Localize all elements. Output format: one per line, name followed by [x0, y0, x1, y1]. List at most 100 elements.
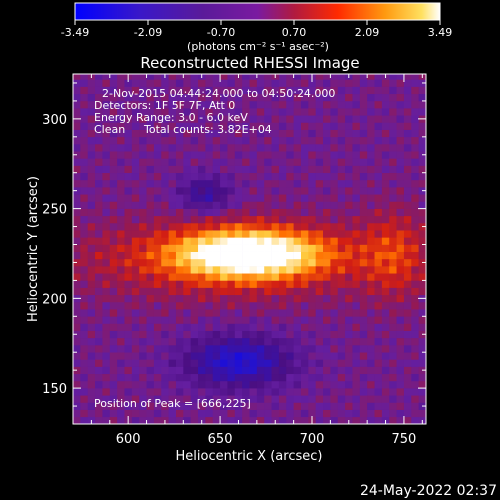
heatmap-cell	[109, 208, 118, 217]
heatmap-cell	[102, 230, 111, 238]
heatmap-cell	[396, 273, 405, 281]
heatmap-cell	[315, 359, 324, 367]
heatmap-cell	[161, 266, 169, 274]
heatmap-cell	[95, 115, 103, 123]
heatmap-cell	[198, 108, 206, 116]
heatmap-cell	[183, 345, 191, 353]
heatmap-cell	[102, 366, 111, 375]
heatmap-cell	[153, 280, 162, 288]
heatmap-cell	[183, 93, 191, 102]
heatmap-cell	[300, 409, 309, 418]
heatmap-cell	[124, 373, 133, 382]
heatmap-cell	[396, 79, 405, 87]
heatmap-cell	[168, 266, 177, 274]
heatmap-cell	[330, 258, 339, 267]
heatmap-cell	[117, 222, 125, 231]
heatmap-cell	[352, 108, 361, 116]
heatmap-cell	[330, 273, 339, 281]
heatmap-cell	[168, 409, 177, 418]
heatmap-cell	[212, 316, 221, 324]
heatmap-cell	[242, 179, 250, 188]
heatmap-cell	[264, 359, 272, 367]
heatmap-cell	[345, 100, 353, 109]
heatmap-cell	[117, 194, 125, 202]
heatmap-cell	[109, 86, 118, 95]
heatmap-cell	[205, 345, 214, 353]
heatmap-cell	[198, 352, 206, 360]
heatmap-cell	[256, 388, 265, 396]
heatmap-cell	[190, 230, 199, 238]
heatmap-cell	[249, 108, 258, 116]
heatmap-cell	[271, 201, 280, 209]
heatmap-cell	[278, 179, 287, 188]
heatmap-cell	[403, 93, 412, 102]
heatmap-cell	[109, 337, 118, 346]
heatmap-cell	[227, 388, 236, 396]
heatmap-cell	[418, 122, 426, 130]
heatmap-cell	[95, 129, 103, 138]
heatmap-cell	[418, 301, 426, 310]
heatmap-cell	[73, 194, 81, 202]
heatmap-cell	[242, 359, 250, 367]
heatmap-cell	[95, 165, 103, 174]
heatmap-cell	[95, 201, 103, 209]
heatmap-cell	[168, 79, 177, 87]
heatmap-cell	[411, 352, 419, 360]
heatmap-cell	[87, 251, 96, 260]
heatmap-cell	[153, 258, 162, 267]
heatmap-cell	[396, 345, 405, 353]
heatmap-cell	[131, 330, 140, 339]
heatmap-cell	[205, 144, 214, 152]
heatmap-cell	[323, 258, 331, 267]
heatmap-cell	[381, 172, 390, 181]
heatmap-cell	[278, 165, 287, 174]
heatmap-cell	[146, 373, 155, 382]
heatmap-cell	[95, 416, 103, 424]
heatmap-cell	[330, 244, 339, 252]
heatmap-cell	[308, 294, 316, 303]
heatmap-cell	[271, 251, 280, 260]
heatmap-cell	[367, 136, 375, 145]
heatmap-cell	[183, 373, 191, 382]
heatmap-cell	[212, 129, 221, 138]
heatmap-cell	[381, 280, 390, 288]
heatmap-cell	[271, 151, 280, 159]
heatmap-cell	[220, 79, 228, 87]
heatmap-cell	[117, 258, 125, 267]
heatmap-cell	[323, 244, 331, 252]
heatmap-cell	[264, 151, 272, 159]
heatmap-cell	[234, 352, 243, 360]
heatmap-cell	[168, 230, 177, 238]
heatmap-cell	[124, 237, 133, 245]
heatmap-cell	[190, 316, 199, 324]
heatmap-cell	[345, 309, 353, 317]
heatmap-cell	[396, 237, 405, 245]
heatmap-cell	[153, 74, 162, 80]
heatmap-cell	[175, 86, 184, 95]
heatmap-cell	[175, 194, 184, 202]
heatmap-cell	[242, 294, 250, 303]
heatmap-cell	[146, 144, 155, 152]
heatmap-cell	[183, 115, 191, 123]
heatmap-cell	[278, 79, 287, 87]
heatmap-cell	[359, 79, 368, 87]
heatmap-cell	[256, 115, 265, 123]
heatmap-cell	[352, 323, 361, 331]
heatmap-cell	[411, 136, 419, 145]
heatmap-cell	[278, 194, 287, 202]
heatmap-cell	[293, 115, 302, 123]
heatmap-cell	[396, 165, 405, 174]
heatmap-cell	[411, 187, 419, 195]
heatmap-cell	[212, 359, 221, 367]
heatmap-cell	[117, 273, 125, 281]
heatmap-cell	[352, 86, 361, 95]
heatmap-cell	[323, 287, 331, 296]
heatmap-cell	[153, 345, 162, 353]
heatmap-cell	[124, 144, 133, 152]
heatmap-cell	[124, 172, 133, 181]
heatmap-cell	[131, 352, 140, 360]
heatmap-cell	[374, 416, 383, 424]
heatmap-cell	[212, 93, 221, 102]
heatmap-cell	[315, 323, 324, 331]
heatmap-cell	[220, 258, 228, 267]
